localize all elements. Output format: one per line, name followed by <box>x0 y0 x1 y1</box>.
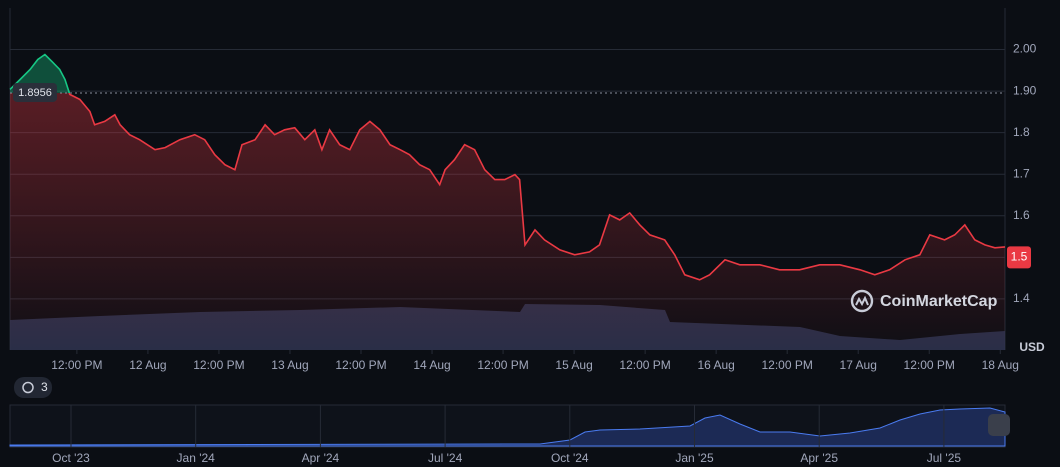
x-tick-label: 13 Aug <box>271 358 308 372</box>
x-tick-label: 16 Aug <box>697 358 734 372</box>
history-count: 3 <box>41 380 48 394</box>
watermark: CoinMarketCap <box>850 289 998 313</box>
y-tick-label: 2.00 <box>1013 42 1037 56</box>
navigator-label: Jul '24 <box>428 451 463 465</box>
watermark-text: CoinMarketCap <box>880 293 998 310</box>
x-tick-label: 12:00 PM <box>904 358 955 372</box>
price-line <box>9 53 1006 281</box>
x-tick-label: 15 Aug <box>555 358 592 372</box>
x-tick-label: 14 Aug <box>413 358 450 372</box>
y-tick-label: 1.4 <box>1013 291 1030 305</box>
x-tick-label: 12:00 PM <box>761 358 812 372</box>
x-tick-label: 12:00 PM <box>193 358 244 372</box>
y-tick-label: 1.90 <box>1013 83 1037 97</box>
x-tick-label: 12:00 PM <box>619 358 670 372</box>
y-tick-label: 1.6 <box>1013 208 1030 222</box>
current-price-label: 1.5 <box>1011 250 1028 264</box>
current-price-badge <box>1007 246 1031 269</box>
navigator-label: Jan '25 <box>675 451 714 465</box>
navigator-handle[interactable] <box>988 414 1010 436</box>
navigator-label: Oct '23 <box>52 451 90 465</box>
x-tick-label: 12:00 PM <box>477 358 528 372</box>
y-axis-label: USD <box>1019 340 1045 354</box>
x-tick-label: 12:00 PM <box>335 358 386 372</box>
reference-label: 1.8956 <box>18 87 52 99</box>
navigator-label: Jul '25 <box>927 451 962 465</box>
reference-badge <box>13 82 57 102</box>
navigator-label: Jan '24 <box>177 451 216 465</box>
x-tick-label: 18 Aug <box>982 358 1019 372</box>
navigator-label: Oct '24 <box>551 451 589 465</box>
x-tick-label: 12 Aug <box>129 358 166 372</box>
navigator-label: Apr '25 <box>800 451 838 465</box>
price-area <box>10 54 1005 350</box>
navigator-label: Apr '24 <box>302 451 340 465</box>
x-tick-label: 17 Aug <box>840 358 877 372</box>
y-tick-label: 1.8 <box>1013 125 1030 139</box>
y-tick-label: 1.7 <box>1013 166 1030 180</box>
x-tick-label: 12:00 PM <box>51 358 102 372</box>
navigator-area <box>9 407 1006 447</box>
history-icon <box>22 381 34 394</box>
